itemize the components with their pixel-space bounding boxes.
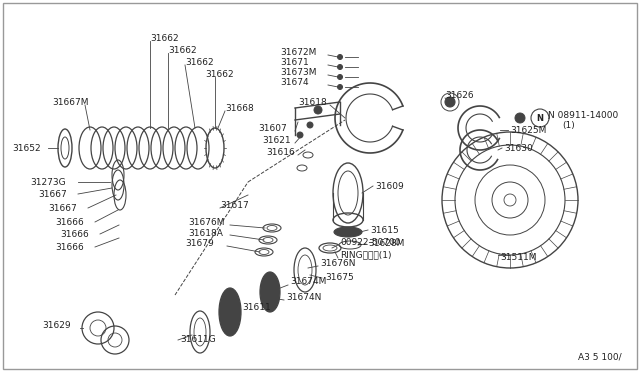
Text: 31618A: 31618A — [188, 228, 223, 237]
Text: 31607: 31607 — [258, 124, 287, 132]
Text: 31674N: 31674N — [286, 292, 321, 301]
Text: 31615: 31615 — [370, 225, 399, 234]
Ellipse shape — [297, 132, 303, 138]
Text: 31676M: 31676M — [188, 218, 225, 227]
Ellipse shape — [219, 288, 241, 336]
Ellipse shape — [337, 64, 342, 70]
Text: 31667: 31667 — [48, 203, 77, 212]
Text: 31674M: 31674M — [290, 278, 326, 286]
Text: 31511M: 31511M — [500, 253, 536, 263]
Text: 31662: 31662 — [205, 70, 234, 78]
Circle shape — [515, 113, 525, 123]
Text: 31630: 31630 — [504, 144, 532, 153]
Text: 31662: 31662 — [185, 58, 214, 67]
Text: 31674: 31674 — [280, 77, 308, 87]
Text: 31672M: 31672M — [280, 48, 316, 57]
Text: 00922-50700: 00922-50700 — [340, 237, 401, 247]
Text: 31666: 31666 — [55, 218, 84, 227]
Text: 31652: 31652 — [12, 144, 40, 153]
Text: 31273G: 31273G — [30, 177, 66, 186]
Text: 31625M: 31625M — [510, 125, 547, 135]
Text: 31617: 31617 — [220, 201, 249, 209]
Text: 31666: 31666 — [60, 230, 89, 238]
Text: 31628M: 31628M — [368, 240, 404, 248]
Text: 31626: 31626 — [445, 90, 474, 99]
Ellipse shape — [314, 106, 322, 114]
Text: 31621: 31621 — [262, 135, 291, 144]
Ellipse shape — [260, 272, 280, 312]
Text: N 08911-14000: N 08911-14000 — [548, 110, 618, 119]
Text: 31668: 31668 — [225, 103, 253, 112]
Text: 31618: 31618 — [298, 97, 327, 106]
Text: RINGリング(1): RINGリング(1) — [340, 250, 392, 260]
Text: 31629: 31629 — [42, 321, 70, 330]
Text: (1): (1) — [562, 121, 575, 129]
Text: 31611: 31611 — [242, 302, 271, 311]
Ellipse shape — [307, 122, 313, 128]
Circle shape — [445, 97, 455, 107]
Text: 31671: 31671 — [280, 58, 308, 67]
Text: 31662: 31662 — [168, 45, 196, 55]
Text: 31667M: 31667M — [52, 97, 88, 106]
Text: 31611G: 31611G — [180, 336, 216, 344]
Ellipse shape — [334, 227, 362, 237]
Text: N: N — [536, 113, 543, 122]
Text: 31616: 31616 — [266, 148, 295, 157]
Text: 31662: 31662 — [150, 33, 179, 42]
Text: 31666: 31666 — [55, 243, 84, 251]
Ellipse shape — [337, 84, 342, 90]
Ellipse shape — [337, 74, 342, 80]
Text: 31679: 31679 — [185, 240, 214, 248]
Text: A3 5 100/: A3 5 100/ — [579, 353, 622, 362]
Ellipse shape — [337, 55, 342, 60]
Text: 31667: 31667 — [38, 189, 67, 199]
Text: 31676N: 31676N — [320, 259, 355, 267]
Text: 31673M: 31673M — [280, 67, 317, 77]
Text: 31609: 31609 — [375, 182, 404, 190]
Text: 31675: 31675 — [325, 273, 354, 282]
